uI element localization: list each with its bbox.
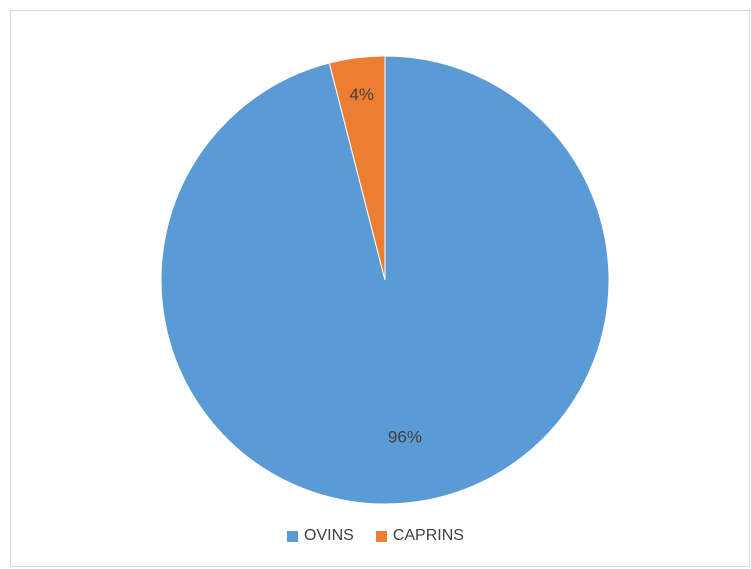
pie-slice-caprins — [328, 55, 386, 281]
data-label-ovins: 96% — [388, 427, 422, 446]
legend: OVINS CAPRINS — [0, 527, 751, 545]
legend-item-ovins: OVINS — [287, 527, 354, 545]
pie-data-labels: 96% 4% — [349, 85, 422, 446]
legend-label-caprins: CAPRINS — [392, 527, 464, 544]
data-label-caprins: 4% — [349, 85, 374, 104]
legend-item-caprins: CAPRINS — [375, 527, 464, 545]
pie-slices — [160, 55, 610, 505]
legend-swatch-ovins — [287, 530, 299, 542]
legend-label-ovins: OVINS — [304, 527, 354, 544]
legend-swatch-caprins — [375, 530, 387, 542]
